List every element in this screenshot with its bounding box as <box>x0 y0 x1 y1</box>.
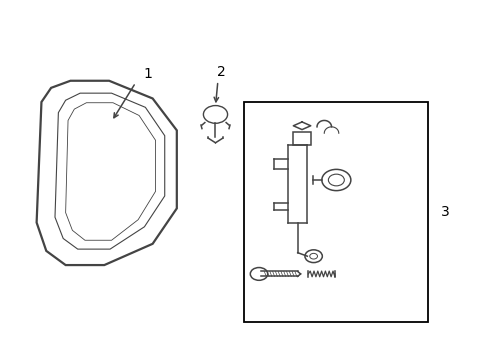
Bar <box>292 132 310 145</box>
Bar <box>244 102 427 322</box>
Text: 1: 1 <box>143 67 152 81</box>
Text: 2: 2 <box>217 65 225 79</box>
Text: 3: 3 <box>440 205 449 219</box>
